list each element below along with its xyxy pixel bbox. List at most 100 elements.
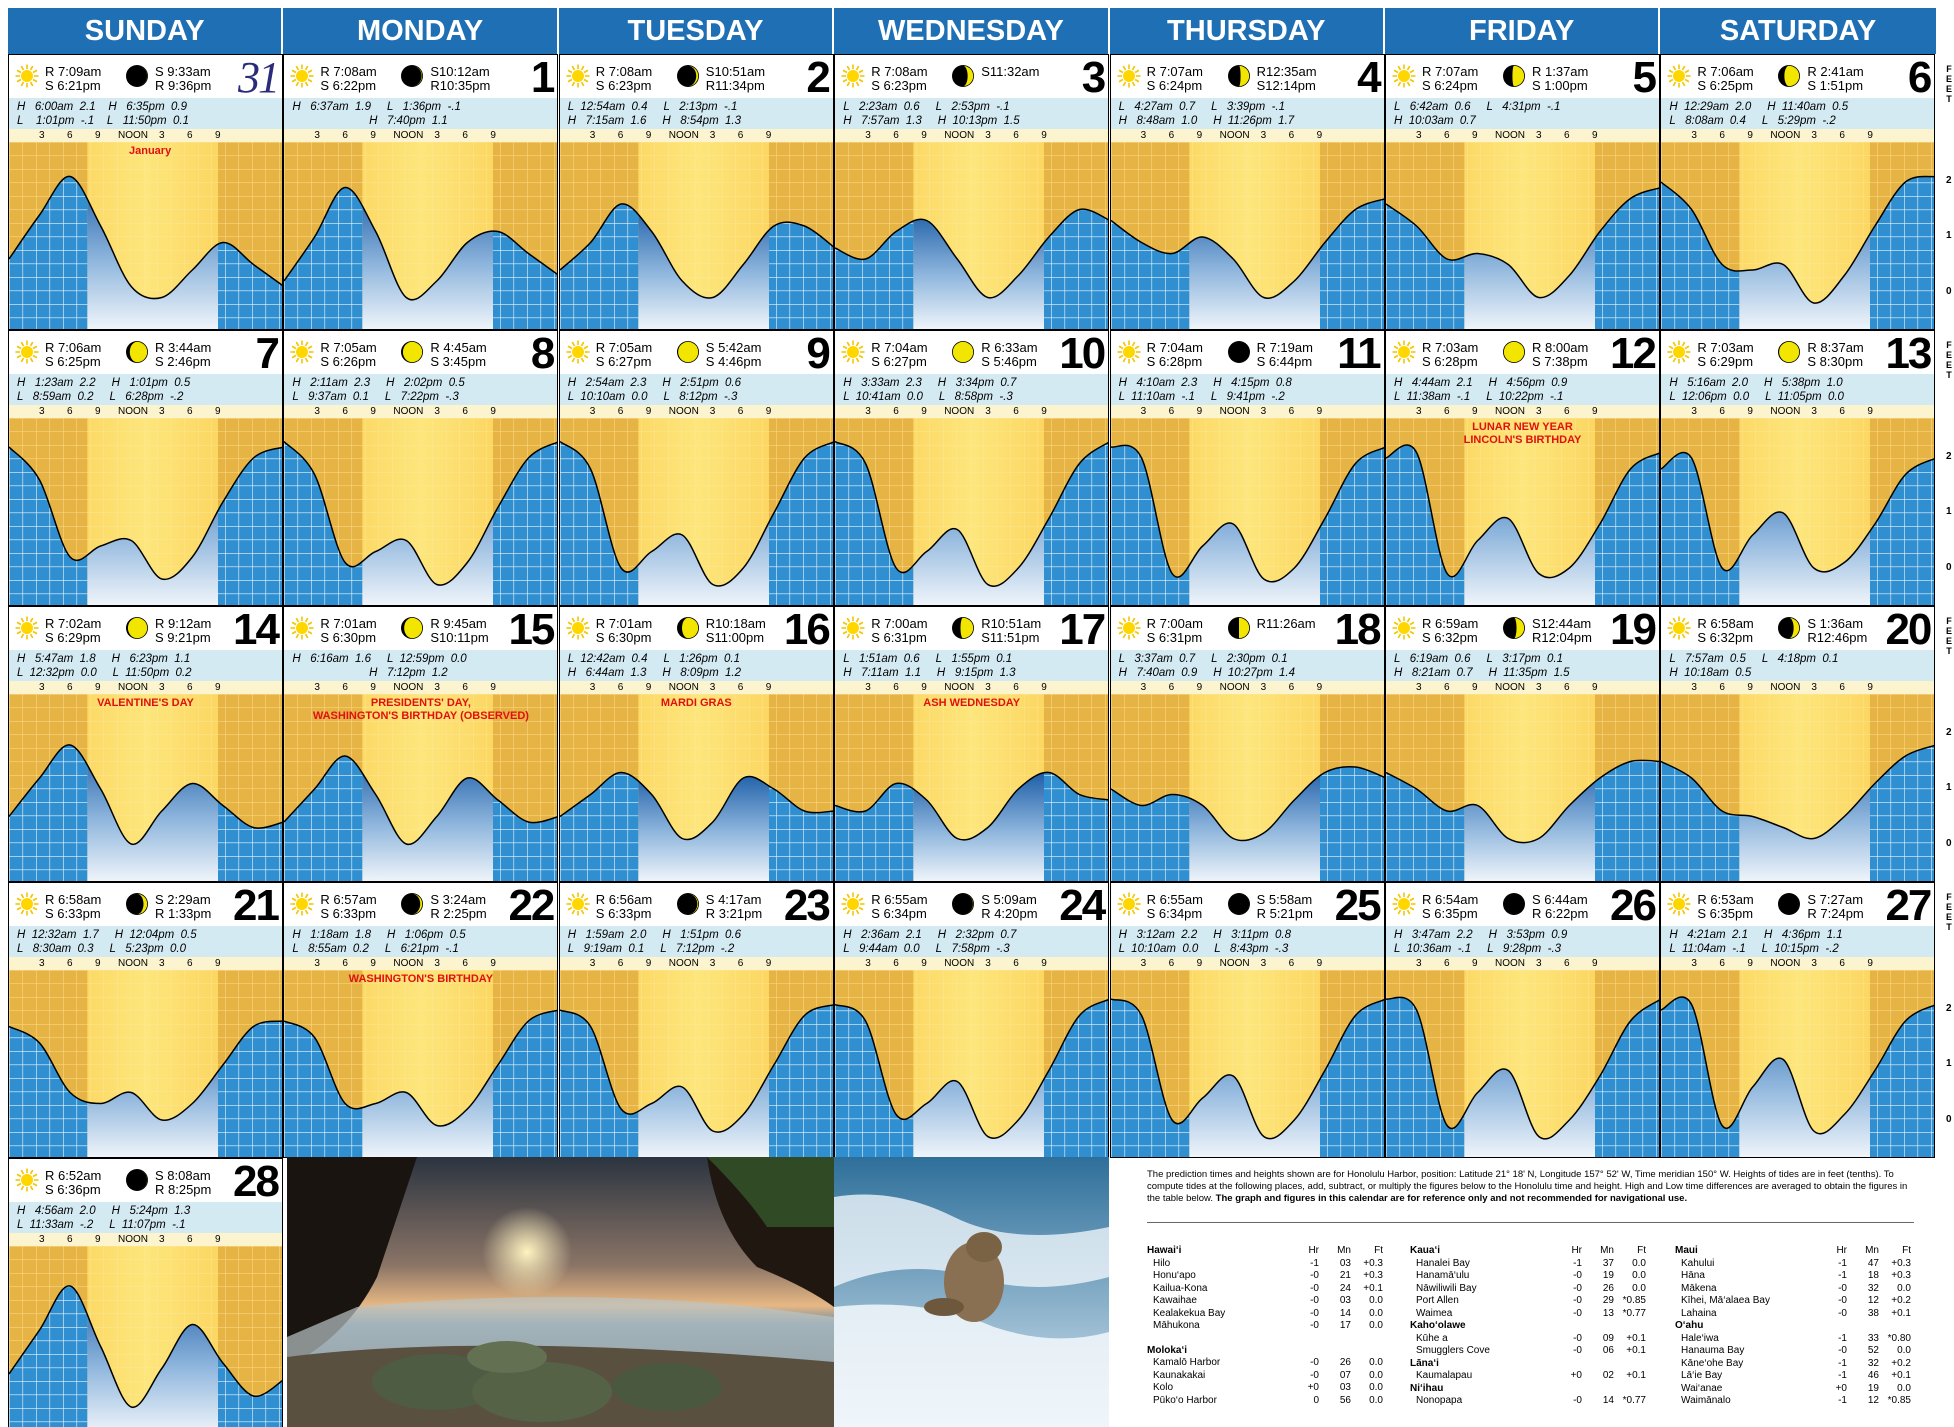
day-cell-7[interactable]: R 7:06am S 6:25pm R 3:44am S 2:46pm 7 H 1:…: [8, 330, 283, 606]
day-cell-9[interactable]: R 7:05am S 6:27pm S 5:42am S 4:46pm 9 H 2:…: [558, 330, 834, 606]
tick-label: 9: [370, 958, 376, 969]
date-number: 28: [233, 1158, 280, 1206]
day-cell-27[interactable]: R 6:53am S 6:35pm S 7:27am R 7:24pm 27 H 4…: [1660, 882, 1936, 1158]
tide-graph: [1386, 694, 1659, 881]
tick-label: 3: [865, 682, 871, 693]
sunset-time: S 6:24pm: [1146, 78, 1203, 93]
sunrise-time: R 6:57am: [320, 892, 377, 907]
tick-label: 9: [1041, 130, 1047, 141]
sun-times: R 7:09am S 6:21pm: [45, 65, 101, 93]
moon-time-1: R 2:41am: [1807, 64, 1864, 79]
tick-label: 9: [490, 958, 496, 969]
day-cell-20[interactable]: R 6:58am S 6:32pm S 1:36am R12:46pm 20 L 7…: [1660, 606, 1936, 882]
tick-label: 6: [67, 130, 73, 141]
table-row: Kawaihae -0 03 0.0: [1147, 1295, 1387, 1308]
moon-time-2: R 8:25pm: [155, 1182, 212, 1197]
place-name: Waimānalo: [1681, 1395, 1731, 1406]
tick-label: 3: [1811, 958, 1817, 969]
table-header: Ft: [1637, 1245, 1646, 1256]
hour-ticks: 3 6 9 NOON 3 6 9: [1386, 405, 1659, 418]
day-cell-4[interactable]: R 7:07am S 6:24pm R12:35am S12:14pm 4 L 4:…: [1109, 54, 1385, 330]
tick-label: 3: [159, 1234, 165, 1245]
day-cell-3[interactable]: R 7:08am S 6:23pm S11:32am 3 L 2:23am 0.6…: [834, 54, 1110, 330]
tick-label: 6: [1013, 406, 1019, 417]
day-cell-28[interactable]: R 6:52am S 6:36pm S 8:08am R 8:25pm 28 H 4…: [8, 1158, 283, 1427]
correction-value: +0.3: [1363, 1270, 1383, 1281]
day-cell-10[interactable]: R 7:04am S 6:27pm R 6:33am S 5:46pm 10 H 3…: [834, 330, 1110, 606]
day-cell-14[interactable]: R 7:02am S 6:29pm R 9:12am S 9:21pm 14 H 5…: [8, 606, 283, 882]
day-cell-12[interactable]: R 7:03am S 6:28pm R 8:00am S 7:38pm 12 H 4…: [1385, 330, 1660, 606]
hour-ticks: 3 6 9 NOON 3 6 9: [1110, 957, 1384, 970]
day-cell-11[interactable]: R 7:04am S 6:28pm R 7:19am S 6:44pm 11 H 4…: [1109, 330, 1385, 606]
tick-label: 6: [342, 682, 348, 693]
tide-corrections-panel: The prediction times and heights shown a…: [1109, 1157, 1936, 1427]
correction-value: -0: [1573, 1332, 1582, 1344]
moon-time-1: S 7:27am: [1807, 892, 1864, 907]
moon-time-2: R12:04pm: [1532, 630, 1592, 645]
correction-value: -0: [1838, 1307, 1847, 1319]
day-cell-26[interactable]: R 6:54am S 6:35pm S 6:44am R 6:22pm 26 H 3…: [1385, 882, 1660, 1158]
sunrise-time: R 6:58am: [1697, 616, 1754, 631]
tick-label: 9: [1867, 406, 1873, 417]
table-row: Hale‘iwa -1 33 *0.80: [1675, 1333, 1915, 1346]
sun-times: R 7:07am S 6:24pm: [1422, 65, 1478, 93]
correction-value: 18: [1867, 1270, 1879, 1281]
day-cell-6[interactable]: R 7:06am S 6:25pm R 2:41am S 1:51pm 6 H 12…: [1660, 54, 1936, 330]
moon-times: R 8:37am S 8:30pm: [1807, 341, 1863, 369]
moon-time-2: R10:35pm: [430, 78, 491, 93]
sun-moon-row: R 6:56am S 6:33pm S 4:17am R 3:21pm 23: [559, 883, 833, 929]
day-cell-1[interactable]: R 7:08am S 6:22pm S10:12am R10:35pm 1 H 6:…: [283, 54, 559, 330]
tide-line-2: H 7:57am 1.3 H 10:13pm 1.5: [843, 114, 1020, 127]
tide-line-1: H 12:29am 2.0 H 11:40am 0.5: [1669, 101, 1849, 113]
tick-label: 6: [462, 406, 468, 417]
moon-times: R 7:19am S 6:44pm: [1257, 341, 1313, 369]
tick-label: 9: [1316, 682, 1323, 693]
day-cell-2[interactable]: R 7:08am S 6:23pm S10:51am R11:34pm 2 L 12…: [558, 54, 834, 330]
moon-phase-icon: [400, 64, 424, 88]
day-cell-15[interactable]: R 7:01am S 6:30pm R 9:45am S10:11pm 15 H 6…: [283, 606, 559, 882]
moon-phase-icon: [1777, 340, 1801, 364]
tide-line-2: L 8:55am 0.2 L 6:21pm -.1: [292, 942, 459, 955]
tide-line-1: H 1:59am 2.0 H 1:51pm 0.6: [567, 929, 742, 941]
day-cell-19[interactable]: R 6:59am S 6:32pm S12:44am R12:04pm 19 L 6…: [1385, 606, 1660, 882]
tide-line-1: H 4:10am 2.3 H 4:15pm 0.8: [1118, 377, 1292, 389]
day-cell-5[interactable]: R 7:07am S 6:24pm R 1:37am S 1:00pm 5 L 6:…: [1385, 54, 1660, 330]
place-name: Kawaihae: [1153, 1295, 1197, 1306]
day-cell-25[interactable]: R 6:55am S 6:34pm S 5:58am R 5:21pm 25 H 3…: [1109, 882, 1385, 1158]
moon-times: S 3:24am R 2:25pm: [430, 893, 486, 921]
table-row: Nāwiliwili Bay -0 26 0.0: [1410, 1283, 1650, 1296]
day-cell-16[interactable]: R 7:01am S 6:30pm R10:18am S11:00pm 16 L 1…: [558, 606, 834, 882]
day-cell-31[interactable]: R 7:09am S 6:21pm S 9:33am R 9:36pm 31 H 6…: [8, 54, 283, 330]
tick-label: 6: [1839, 406, 1845, 417]
hour-ticks: 3 6 9 NOON 3 6 9: [9, 129, 282, 142]
tide-line-1: H 5:16am 2.0 H 5:38pm 1.0: [1669, 377, 1843, 389]
place-name: Kamalō Harbor: [1153, 1357, 1221, 1368]
sun-moon-row: R 6:55am S 6:34pm S 5:09am R 4:20pm 24: [835, 883, 1109, 929]
feet-tick: 1: [1946, 1058, 1952, 1069]
moon-phase-icon: [1227, 616, 1251, 640]
day-cell-13[interactable]: R 7:03am S 6:29pm R 8:37am S 8:30pm 13 H 5…: [1660, 330, 1936, 606]
tick-label: 3: [709, 130, 716, 141]
day-cell-18[interactable]: R 7:00am S 6:31pm R11:26am 18 L 3:37am 0.…: [1109, 606, 1385, 882]
tick-label: 9: [1041, 682, 1047, 693]
sun-times: R 7:05am S 6:26pm: [320, 341, 376, 369]
tick-label: 9: [1867, 130, 1873, 141]
sun-moon-row: R 7:09am S 6:21pm S 9:33am R 9:36pm 31: [9, 55, 282, 101]
photo-monk-seal-surf: [834, 1157, 1109, 1427]
date-number: 21: [233, 882, 280, 930]
tick-label: 6: [1288, 406, 1295, 417]
day-cell-24[interactable]: R 6:55am S 6:34pm S 5:09am R 4:20pm 24 H 2…: [834, 882, 1110, 1158]
day-cell-22[interactable]: R 6:57am S 6:33pm S 3:24am R 2:25pm 22 H 1…: [283, 882, 559, 1158]
day-cell-8[interactable]: R 7:05am S 6:26pm R 4:45am S 3:45pm 8 H 2:…: [283, 330, 559, 606]
hour-ticks: 3 6 9 NOON 3 6 9: [1661, 405, 1935, 418]
hour-ticks: 3 6 9 NOON 3 6 9: [284, 405, 558, 418]
day-cell-23[interactable]: R 6:56am S 6:33pm S 4:17am R 3:21pm 23 H 1…: [558, 882, 834, 1158]
day-cell-17[interactable]: R 7:00am S 6:31pm R10:51am S11:51pm 17 L 1…: [834, 606, 1110, 882]
tide-line-1: L 12:54am 0.4 L 2:13pm -.1: [567, 101, 738, 113]
tick-label: 6: [1839, 130, 1845, 141]
tick-label: 6: [1444, 682, 1450, 693]
sun-moon-row: R 7:08am S 6:22pm S10:12am R10:35pm 1: [284, 55, 558, 101]
tide-line-2: L 1:01pm -.1 L 11:50pm 0.1: [17, 114, 189, 127]
day-cell-21[interactable]: R 6:58am S 6:33pm S 2:29am R 1:33pm 21 H 1…: [8, 882, 283, 1158]
